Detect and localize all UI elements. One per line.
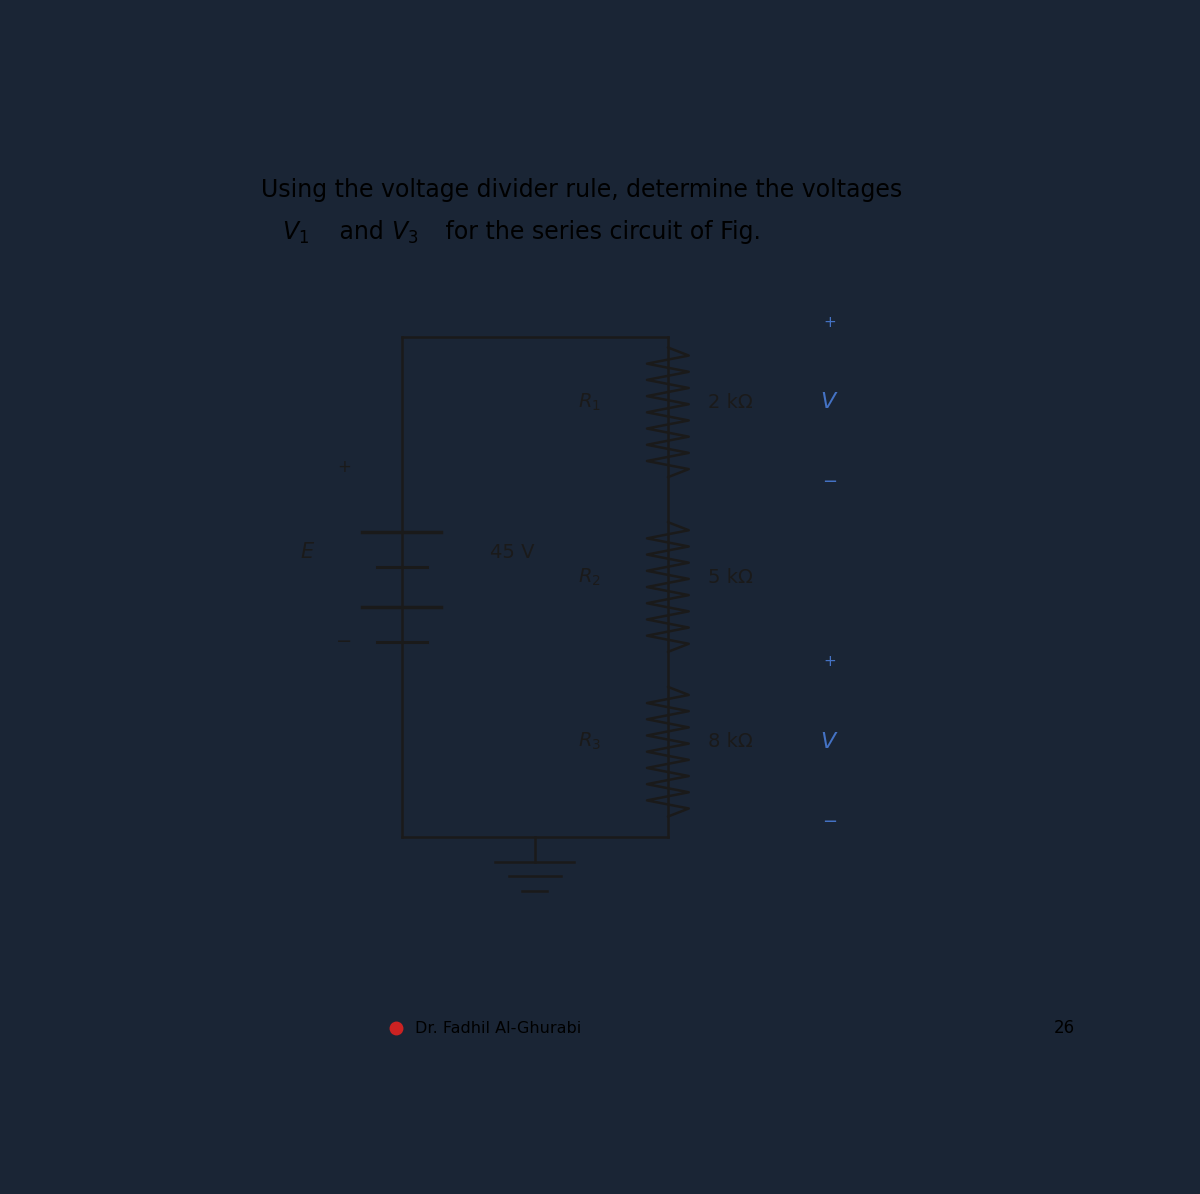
Text: for the series circuit of Fig.: for the series circuit of Fig. <box>438 220 761 244</box>
Text: +: + <box>823 654 836 670</box>
Text: $R_3$: $R_3$ <box>578 731 601 752</box>
Text: +: + <box>823 315 836 330</box>
Text: 8 kΩ: 8 kΩ <box>708 732 752 751</box>
Text: 26: 26 <box>1054 1020 1075 1038</box>
Text: $R_2$: $R_2$ <box>578 566 601 587</box>
Text: $R_1$: $R_1$ <box>578 392 601 413</box>
Text: −: − <box>336 633 353 652</box>
Text: and: and <box>331 220 391 244</box>
Text: $E$: $E$ <box>300 542 316 562</box>
Text: +: + <box>337 458 352 476</box>
Text: −: − <box>822 813 838 831</box>
Text: $V$: $V$ <box>821 392 839 413</box>
Text: 5 kΩ: 5 kΩ <box>708 567 752 586</box>
Text: $V_1$: $V_1$ <box>282 220 308 246</box>
Text: −: − <box>822 473 838 491</box>
Text: $V_3$: $V_3$ <box>391 220 419 246</box>
Text: Using the voltage divider rule, determine the voltages: Using the voltage divider rule, determin… <box>260 178 902 202</box>
Text: $V$: $V$ <box>821 731 839 752</box>
Text: Dr. Fadhil Al-Ghurabi: Dr. Fadhil Al-Ghurabi <box>415 1021 582 1035</box>
Text: 45 V: 45 V <box>491 542 535 561</box>
Text: 2 kΩ: 2 kΩ <box>708 393 752 412</box>
